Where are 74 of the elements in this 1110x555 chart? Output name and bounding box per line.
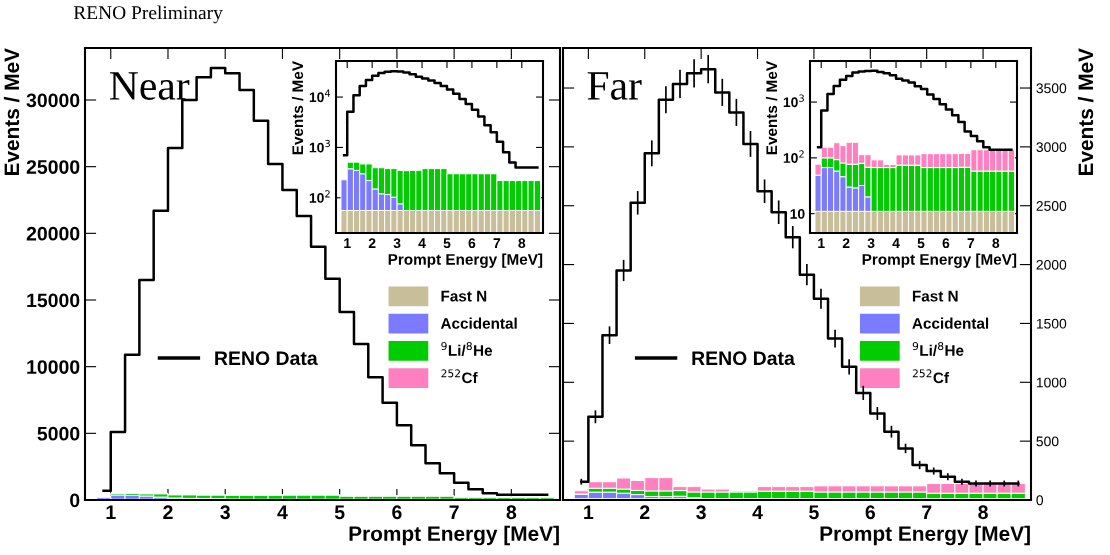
x-tick-label: 2: [842, 238, 850, 248]
y-tick-label: 0: [70, 493, 80, 508]
x-tick-label: 5: [443, 238, 451, 249]
y2-tick-label: 2000: [1036, 259, 1067, 270]
x-tick-label: 4: [277, 505, 288, 519]
x-tick-label: 1: [344, 238, 351, 248]
legend-label: $^{9}$Li/$^{8}$He: [912, 342, 964, 357]
x-tick-label: 1: [106, 505, 116, 519]
y2-tick-label: 500: [1036, 436, 1059, 447]
legend-label: RENO Data: [692, 351, 795, 366]
legend-label: Accidental: [440, 317, 517, 329]
x-tick-label: 3: [696, 505, 706, 520]
legend-label: $^{252}$Cf: [912, 369, 950, 384]
legend-label: RENO Data: [215, 351, 318, 366]
y-axis-title: Events / MeV: [291, 61, 304, 155]
legend-label: $^{9}$Li/$^{8}$He: [441, 342, 493, 357]
x-tick-label: 5: [334, 505, 345, 520]
y-tick-label: 10000: [27, 360, 80, 374]
x-tick-label: 6: [942, 238, 950, 249]
x-tick-label: 1: [818, 238, 825, 248]
y-tick-label: 10$^{3}$: [783, 94, 804, 108]
y-tick-label: 10$^{4}$: [309, 89, 331, 103]
y-axis-title: Events / MeV: [3, 48, 20, 176]
x-tick-label: 1: [584, 505, 594, 519]
x-tick-label: 2: [163, 505, 173, 519]
x-axis-title: Prompt Energy [MeV]: [349, 525, 559, 546]
legend-label: Fast N: [441, 290, 487, 302]
y-tick-label: 25000: [26, 160, 80, 174]
y-tick-label: 15000: [27, 293, 80, 308]
y2-tick-label: 2500: [1036, 201, 1067, 211]
x-tick-label: 5: [809, 505, 819, 520]
y2-tick-label: 1500: [1036, 318, 1067, 329]
x-tick-label: 3: [867, 238, 875, 249]
y2-tick-label: 1000: [1036, 377, 1067, 388]
x-tick-label: 7: [493, 238, 501, 248]
y2-axis-title: Events / MeV: [1077, 48, 1094, 176]
x-tick-label: 7: [922, 505, 932, 519]
y-tick-label: 10$^{3}$: [309, 139, 330, 153]
x-tick-label: 2: [640, 505, 650, 519]
x-tick-label: 4: [418, 238, 426, 248]
y-tick-label: 30000: [26, 93, 80, 108]
y-tick-label: 5000: [37, 426, 80, 441]
x-tick-label: 3: [220, 505, 230, 520]
y2-tick-label: 0: [1036, 495, 1044, 506]
x-axis-title: Prompt Energy [MeV]: [862, 253, 1017, 268]
text: RENO Preliminary: [73, 5, 223, 24]
x-tick-label: 6: [392, 505, 402, 520]
y-tick-label: 10$^{2}$: [783, 150, 804, 163]
y-tick-label: 10: [790, 208, 805, 219]
legend-label: Accidental: [912, 317, 989, 329]
y-tick-label: 20000: [26, 226, 80, 241]
x-axis-title: Prompt Energy [MeV]: [820, 525, 1030, 546]
y-axis-title: Events / MeV: [765, 61, 778, 155]
x-axis-title: Prompt Energy [MeV]: [388, 253, 543, 268]
y-tick-label: 10$^{2}$: [309, 190, 330, 203]
chart-title: Near: [109, 72, 190, 100]
x-tick-label: 6: [865, 505, 876, 520]
x-tick-label: 4: [752, 505, 763, 519]
legend-label: Fast N: [912, 290, 958, 302]
y2-tick-label: 3000: [1036, 142, 1067, 153]
legend-label: $^{252}$Cf: [441, 369, 478, 384]
x-tick-label: 5: [917, 238, 925, 249]
x-tick-label: 8: [518, 238, 526, 249]
x-tick-label: 7: [967, 238, 975, 248]
chart-title: Far: [587, 72, 642, 100]
x-tick-label: 8: [506, 505, 517, 520]
x-tick-label: 6: [468, 238, 476, 249]
x-tick-label: 7: [449, 505, 459, 519]
x-tick-label: 4: [892, 238, 900, 248]
x-tick-label: 3: [393, 238, 401, 249]
x-tick-label: 2: [368, 238, 376, 248]
x-tick-label: 8: [978, 505, 988, 520]
y2-tick-label: 3500: [1036, 83, 1067, 94]
x-tick-label: 8: [992, 238, 1000, 249]
